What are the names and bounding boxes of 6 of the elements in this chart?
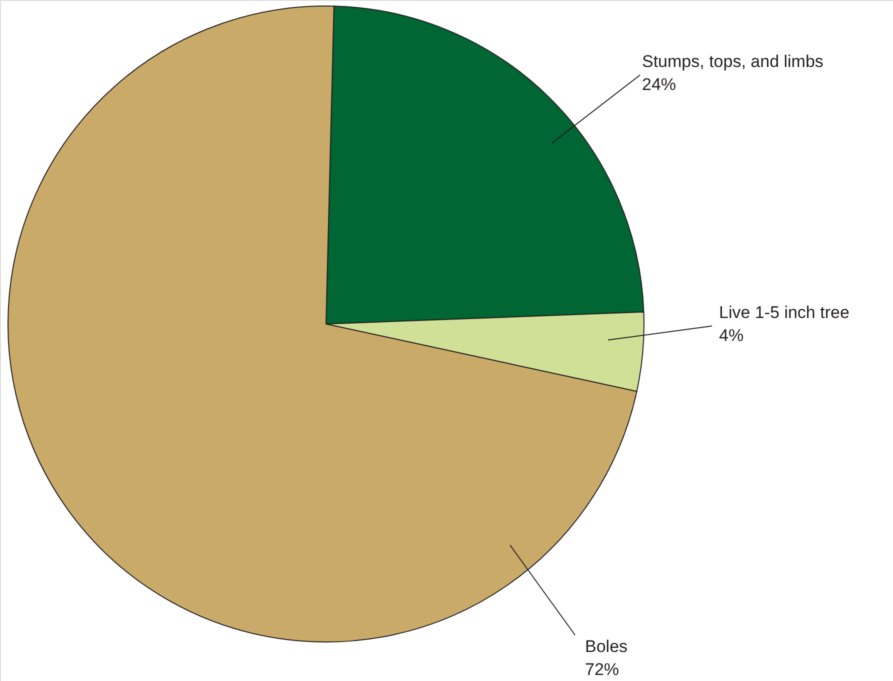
slice-label: Boles: [585, 637, 628, 656]
slice-label: Stumps, tops, and limbs: [642, 52, 824, 71]
data-label: 24%: [642, 75, 676, 94]
data-label: 4%: [719, 326, 744, 345]
data-label: 72%: [585, 660, 620, 679]
slice-label: Live 1-5 inch tree: [719, 303, 850, 322]
